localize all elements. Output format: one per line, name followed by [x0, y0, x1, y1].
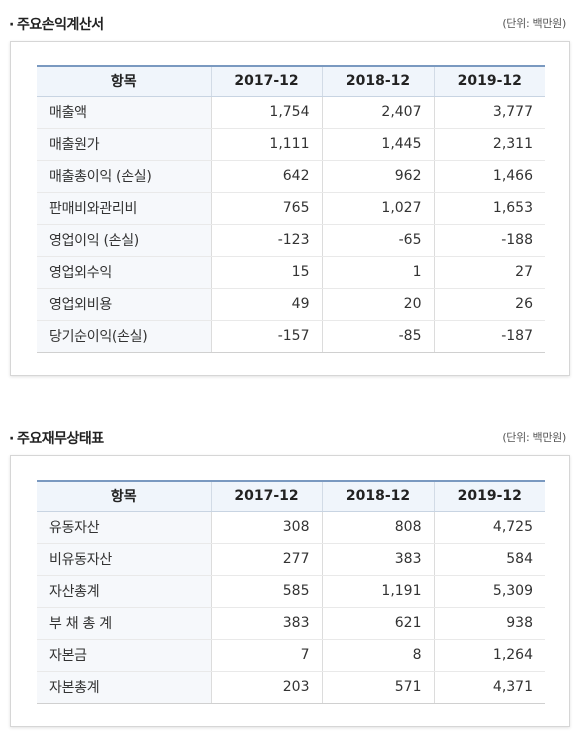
value-cell: 938	[433, 607, 545, 640]
value-cell: -188	[433, 224, 545, 257]
row-label: 영업외비용	[37, 288, 211, 321]
income-section-title: · 주요손익계산서	[9, 13, 104, 37]
table-row: 판매비와관리비 765 1,027 1,653	[37, 192, 545, 225]
value-cell: 1	[321, 256, 434, 289]
value-cell: 1,653	[433, 192, 545, 225]
income-table: 항목 2017-12 2018-12 2019-12 매출액 1,754 2,407…	[37, 65, 545, 353]
income-title-text: 주요손익계산서	[17, 17, 104, 33]
value-cell: 8	[321, 639, 434, 672]
value-cell: 3,777	[433, 96, 545, 129]
value-cell: 277	[210, 543, 322, 576]
table-row: 매출총이익 (손실) 642 962 1,466	[37, 160, 545, 193]
row-label: 자산총계	[37, 575, 211, 608]
value-cell: 765	[210, 192, 322, 225]
table-row: 매출원가 1,111 1,445 2,311	[37, 128, 545, 161]
balance-title-text: 주요재무상태표	[17, 431, 104, 447]
column-header-item: 항목	[37, 480, 211, 512]
table-row: 영업외수익 15 1 27	[37, 256, 545, 289]
value-cell: 1,027	[321, 192, 434, 225]
value-cell: 621	[321, 607, 434, 640]
value-cell: 808	[321, 511, 434, 544]
value-cell: 383	[210, 607, 322, 640]
income-panel: 항목 2017-12 2018-12 2019-12 매출액 1,754 2,407…	[10, 41, 570, 376]
value-cell: 27	[433, 256, 545, 289]
value-cell: 584	[433, 543, 545, 576]
balance-header-row: 항목 2017-12 2018-12 2019-12	[37, 480, 545, 512]
row-label: 매출원가	[37, 128, 211, 161]
value-cell: 642	[210, 160, 322, 193]
balance-section-header: · 주요재무상태표 (단위: 백만원)	[0, 427, 580, 451]
row-label: 자본금	[37, 639, 211, 672]
value-cell: 2,311	[433, 128, 545, 161]
value-cell: 49	[210, 288, 322, 321]
income-table-body: 매출액 1,754 2,407 3,777 매출원가 1,111 1,445 2,311 매출총…	[37, 96, 545, 353]
value-cell: 1,445	[321, 128, 434, 161]
value-cell: 571	[321, 671, 434, 704]
table-row: 비유동자산 277 383 584	[37, 543, 545, 576]
table-row: 매출액 1,754 2,407 3,777	[37, 96, 545, 129]
row-label: 영업외수익	[37, 256, 211, 289]
balance-table: 항목 2017-12 2018-12 2019-12 유동자산 308 808 4,7…	[37, 480, 545, 704]
row-label: 매출총이익 (손실)	[37, 160, 211, 193]
value-cell: 308	[210, 511, 322, 544]
income-header-row: 항목 2017-12 2018-12 2019-12	[37, 65, 545, 97]
income-section-header: · 주요손익계산서 (단위: 백만원)	[0, 13, 580, 37]
row-label: 자본총계	[37, 671, 211, 704]
table-row: 영업이익 (손실) -123 -65 -188	[37, 224, 545, 257]
value-cell: -123	[210, 224, 322, 257]
value-cell: 7	[210, 639, 322, 672]
balance-panel: 항목 2017-12 2018-12 2019-12 유동자산 308 808 4,7…	[10, 455, 570, 727]
value-cell: 2,407	[321, 96, 434, 129]
column-header-2018: 2018-12	[321, 480, 434, 512]
value-cell: 20	[321, 288, 434, 321]
value-cell: 26	[433, 288, 545, 321]
value-cell: 1,754	[210, 96, 322, 129]
value-cell: 203	[210, 671, 322, 704]
value-cell: -157	[210, 320, 322, 353]
value-cell: 962	[321, 160, 434, 193]
row-label: 매출액	[37, 96, 211, 129]
table-row: 자산총계 585 1,191 5,309	[37, 575, 545, 608]
value-cell: 1,111	[210, 128, 322, 161]
value-cell: -65	[321, 224, 434, 257]
value-cell: 383	[321, 543, 434, 576]
table-row: 부 채 총 계 383 621 938	[37, 607, 545, 640]
column-header-2017: 2017-12	[210, 65, 322, 97]
row-label: 판매비와관리비	[37, 192, 211, 225]
column-header-2017: 2017-12	[210, 480, 322, 512]
value-cell: 1,191	[321, 575, 434, 608]
value-cell: 1,264	[433, 639, 545, 672]
column-header-2019: 2019-12	[433, 65, 545, 97]
row-label: 비유동자산	[37, 543, 211, 576]
column-header-2018: 2018-12	[321, 65, 434, 97]
value-cell: -85	[321, 320, 434, 353]
table-row: 자본총계 203 571 4,371	[37, 671, 545, 704]
column-header-2019: 2019-12	[433, 480, 545, 512]
table-row: 자본금 7 8 1,264	[37, 639, 545, 672]
table-row: 유동자산 308 808 4,725	[37, 511, 545, 544]
column-header-item: 항목	[37, 65, 211, 97]
row-label: 당기순이익(손실)	[37, 320, 211, 353]
value-cell: 5,309	[433, 575, 545, 608]
value-cell: 4,371	[433, 671, 545, 704]
bullet-dot: ·	[9, 17, 14, 33]
bullet-dot: ·	[9, 431, 14, 447]
value-cell: 585	[210, 575, 322, 608]
value-cell: 4,725	[433, 511, 545, 544]
value-cell: 15	[210, 256, 322, 289]
income-unit-label: (단위: 백만원)	[502, 17, 566, 30]
table-row: 영업외비용 49 20 26	[37, 288, 545, 321]
table-row: 당기순이익(손실) -157 -85 -187	[37, 320, 545, 353]
value-cell: 1,466	[433, 160, 545, 193]
balance-section-title: · 주요재무상태표	[9, 427, 104, 451]
balance-unit-label: (단위: 백만원)	[502, 431, 566, 444]
row-label: 유동자산	[37, 511, 211, 544]
balance-table-body: 유동자산 308 808 4,725 비유동자산 277 383 584 자산총계 585 1,19…	[37, 511, 545, 704]
row-label: 부 채 총 계	[37, 607, 211, 640]
row-label: 영업이익 (손실)	[37, 224, 211, 257]
value-cell: -187	[433, 320, 545, 353]
